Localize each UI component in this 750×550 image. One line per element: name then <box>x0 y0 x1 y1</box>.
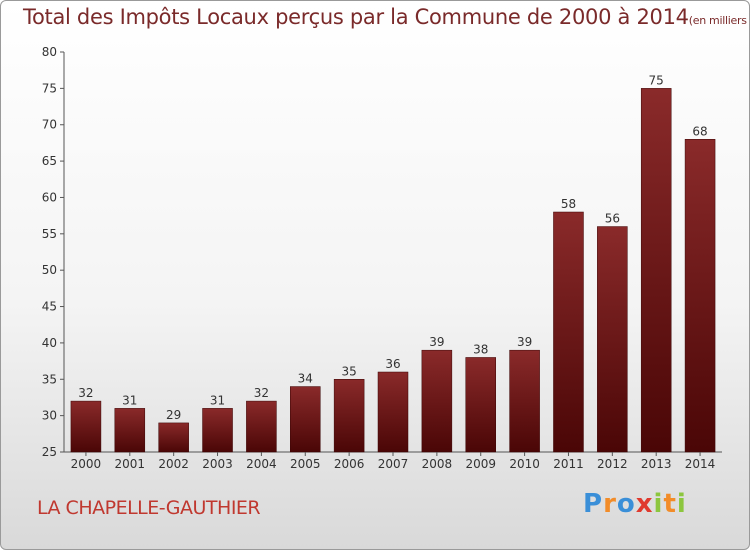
bar <box>114 408 146 453</box>
bar <box>509 349 540 453</box>
bar <box>421 349 453 453</box>
bar <box>553 211 584 453</box>
bar-value-label: 56 <box>605 212 620 226</box>
y-tick-label: 60 <box>42 190 57 204</box>
bar-value-label: 38 <box>473 342 488 356</box>
y-tick-label: 50 <box>42 263 57 277</box>
x-tick-label: 2005 <box>290 457 321 471</box>
bar-value-label: 35 <box>341 364 356 378</box>
bar-value-label: 68 <box>692 124 707 138</box>
chart-title-text: Total des Impôts Locaux perçus par la Co… <box>23 5 689 29</box>
bar-value-label: 39 <box>517 335 532 349</box>
bar-value-label: 36 <box>385 357 400 371</box>
x-tick-label: 2013 <box>641 457 672 471</box>
bar-value-label: 32 <box>254 386 269 400</box>
y-tick-label: 40 <box>42 336 57 350</box>
chart-title: Total des Impôts Locaux perçus par la Co… <box>23 5 749 29</box>
logo-letter: r <box>603 489 617 519</box>
bar <box>597 226 628 453</box>
bar-value-label: 58 <box>561 197 576 211</box>
x-tick-label: 2011 <box>553 457 584 471</box>
bar <box>158 422 189 453</box>
bar-value-label: 32 <box>78 386 93 400</box>
bar-value-label: 75 <box>649 73 664 87</box>
bar <box>377 371 409 453</box>
bar-value-label: 39 <box>429 335 444 349</box>
proxiti-logo: Proxiti <box>583 489 687 519</box>
logo-letter: o <box>616 489 636 519</box>
y-tick-label: 65 <box>42 154 57 168</box>
y-tick-label: 80 <box>42 45 57 59</box>
x-tick-label: 2009 <box>465 457 496 471</box>
y-tick-label: 70 <box>42 118 57 132</box>
bar <box>640 88 672 453</box>
bar <box>246 400 277 453</box>
y-tick-label: 30 <box>42 409 57 423</box>
x-tick-label: 2014 <box>685 457 716 471</box>
bar-value-label: 31 <box>210 393 225 407</box>
bar <box>465 357 496 453</box>
logo-letter: i <box>653 489 664 519</box>
logo-letter: t <box>663 489 677 519</box>
bar <box>684 139 716 453</box>
y-tick-label: 45 <box>42 300 57 314</box>
logo-letter: x <box>635 489 654 519</box>
x-tick-label: 2012 <box>597 457 628 471</box>
x-tick-label: 2002 <box>158 457 189 471</box>
x-tick-label: 2000 <box>71 457 102 471</box>
x-tick-label: 2003 <box>202 457 233 471</box>
commune-name: LA CHAPELLE-GAUTHIER <box>37 497 261 519</box>
bar <box>202 408 233 453</box>
x-tick-label: 2001 <box>115 457 146 471</box>
chart-title-unit: (en milliers d'€) <box>688 14 749 27</box>
x-tick-label: 2004 <box>246 457 277 471</box>
x-tick-label: 2007 <box>378 457 409 471</box>
x-tick-label: 2008 <box>422 457 453 471</box>
logo-letter: i <box>676 489 687 519</box>
bar <box>333 379 365 453</box>
logo-letter: P <box>583 489 604 519</box>
x-tick-label: 2010 <box>509 457 540 471</box>
y-tick-label: 75 <box>42 81 57 95</box>
bar-value-label: 34 <box>298 372 313 386</box>
bar-value-label: 29 <box>166 408 181 422</box>
x-tick-label: 2006 <box>334 457 365 471</box>
y-tick-label: 35 <box>42 372 57 386</box>
y-tick-label: 55 <box>42 227 57 241</box>
bar <box>70 400 102 453</box>
bar <box>290 386 321 453</box>
bar-value-label: 31 <box>122 393 137 407</box>
y-tick-label: 25 <box>42 445 57 459</box>
